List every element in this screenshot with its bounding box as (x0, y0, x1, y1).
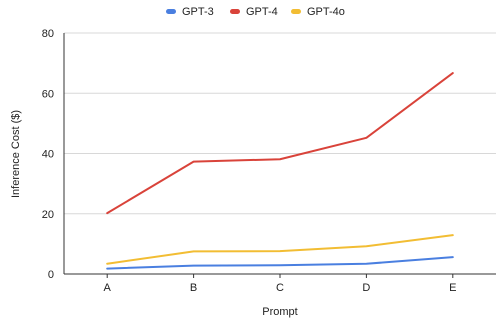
legend-swatch (291, 9, 301, 14)
x-tick-label: A (104, 282, 112, 294)
y-tick-label: 20 (42, 209, 54, 221)
legend-label: GPT-4o (307, 6, 345, 18)
series-line-gpt-4 (106, 72, 454, 215)
x-tick-label: B (190, 282, 197, 294)
series-lines (106, 72, 454, 270)
gridlines (64, 32, 496, 215)
x-axis-title: Prompt (262, 306, 297, 318)
legend-label: GPT-3 (182, 6, 214, 18)
legend-swatch (230, 9, 240, 14)
y-axis-title: Inference Cost ($) (10, 110, 22, 198)
x-tick-label: D (362, 282, 370, 294)
legend: GPT-3 GPT-4 GPT-4o (166, 6, 345, 18)
tick-labels: 0 20 40 60 80 A B C D E (42, 28, 457, 294)
axes (63, 33, 496, 278)
x-tick-label: C (276, 282, 284, 294)
x-tick-label: E (449, 282, 456, 294)
y-tick-label: 40 (42, 149, 54, 161)
y-tick-label: 60 (42, 88, 54, 100)
y-tick-label: 80 (42, 28, 54, 40)
y-tick-label: 0 (48, 269, 54, 281)
legend-label: GPT-4 (246, 6, 278, 18)
series-line-gpt-4o (106, 234, 454, 265)
legend-swatch (166, 9, 176, 14)
series-line-gpt-3 (106, 256, 454, 270)
